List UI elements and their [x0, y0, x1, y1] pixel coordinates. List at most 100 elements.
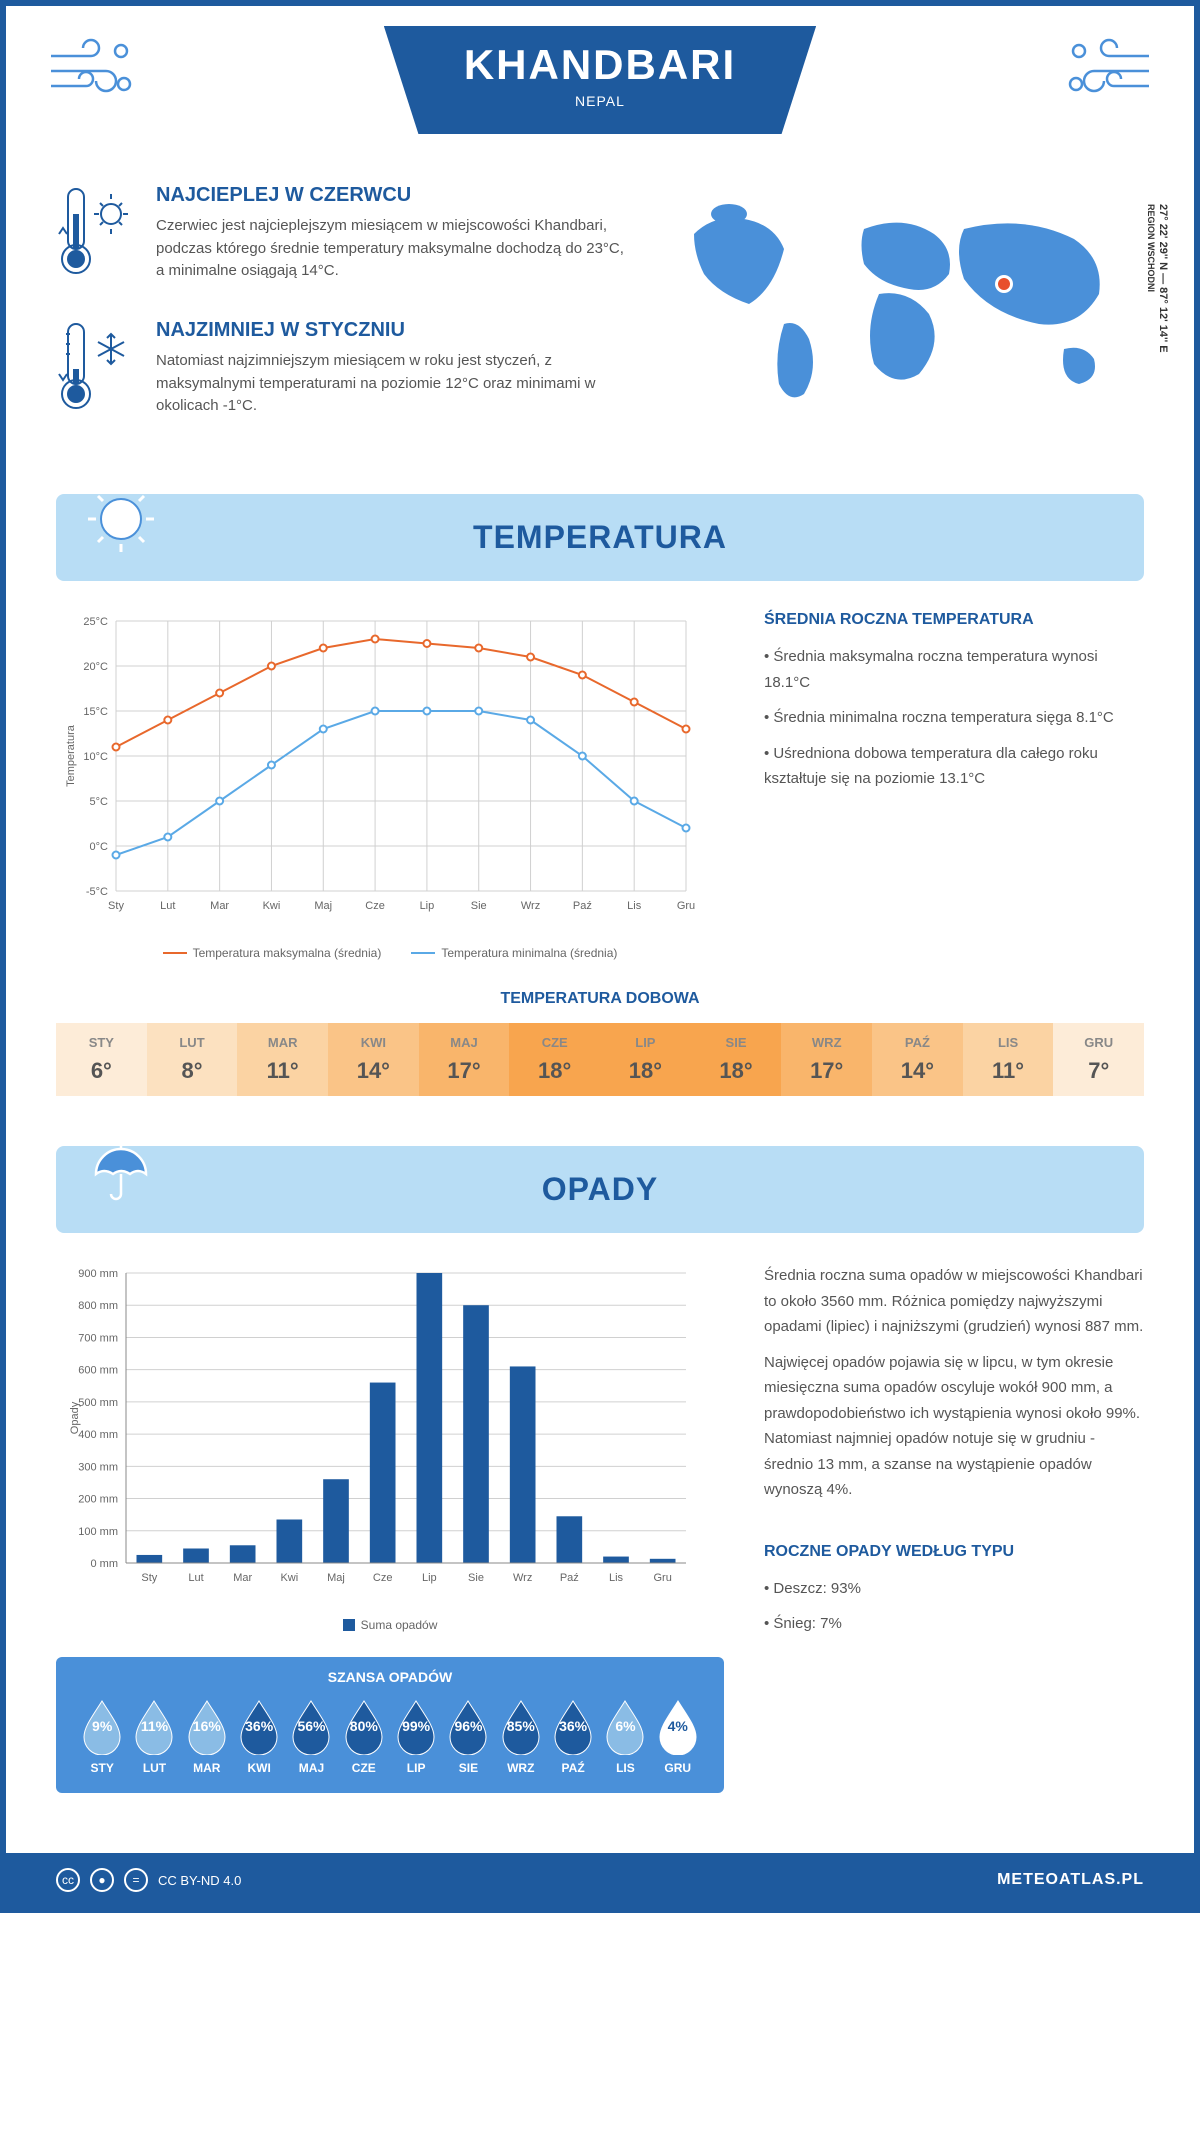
cc-icon: cc	[56, 1868, 80, 1892]
daily-temp-cell: WRZ17°	[781, 1023, 872, 1096]
coldest-text: Natomiast najzimniejszym miesiącem w rok…	[156, 350, 624, 418]
chance-drop: 99%LIP	[392, 1697, 440, 1775]
daily-temp-cell: MAJ17°	[419, 1023, 510, 1096]
country-name: NEPAL	[464, 93, 736, 109]
daily-temp-cell: CZE18°	[509, 1023, 600, 1096]
svg-text:15°C: 15°C	[83, 706, 108, 718]
svg-text:Maj: Maj	[314, 900, 332, 912]
svg-text:600 mm: 600 mm	[78, 1365, 118, 1377]
temp-info-point: • Średnia maksymalna roczna temperatura …	[764, 644, 1144, 695]
daily-temp-cell: PAŹ14°	[872, 1023, 963, 1096]
daily-temp-cell: STY6°	[56, 1023, 147, 1096]
svg-text:Sty: Sty	[141, 1572, 157, 1584]
svg-text:700 mm: 700 mm	[78, 1332, 118, 1344]
chance-drop: 9%STY	[78, 1697, 126, 1775]
coordinates: 27° 22' 29'' N — 87° 12' 14'' E REGION W…	[1145, 204, 1169, 353]
svg-text:Sie: Sie	[471, 900, 487, 912]
svg-text:500 mm: 500 mm	[78, 1397, 118, 1409]
svg-text:Lut: Lut	[160, 900, 175, 912]
header: KHANDBARI NEPAL	[6, 6, 1194, 184]
precipitation-title: OPADY	[96, 1171, 1104, 1208]
temp-info-point: • Średnia minimalna roczna temperatura s…	[764, 705, 1144, 731]
page-container: KHANDBARI NEPAL NAJCIEPLEJ W CZERWCU Cze…	[0, 0, 1200, 1913]
daily-temp-cell: GRU7°	[1053, 1023, 1144, 1096]
umbrella-icon	[86, 1136, 156, 1206]
daily-temp-table: STY6°LUT8°MAR11°KWI14°MAJ17°CZE18°LIP18°…	[56, 1023, 1144, 1096]
chance-title: SZANSA OPADÓW	[76, 1669, 704, 1685]
precip-para1: Średnia roczna suma opadów w miejscowośc…	[764, 1263, 1144, 1340]
title-banner: KHANDBARI NEPAL	[384, 26, 816, 134]
daily-temp-cell: KWI14°	[328, 1023, 419, 1096]
temperature-info: ŚREDNIA ROCZNA TEMPERATURA • Średnia mak…	[764, 611, 1144, 960]
site-name: METEOATLAS.PL	[997, 1871, 1144, 1889]
temp-info-point: • Uśredniona dobowa temperatura dla całe…	[764, 741, 1144, 792]
temp-legend: Temperatura maksymalna (średnia) Tempera…	[56, 946, 724, 960]
svg-text:25°C: 25°C	[83, 616, 108, 628]
svg-text:Cze: Cze	[373, 1572, 393, 1584]
wind-icon	[1064, 36, 1154, 118]
temperature-title: TEMPERATURA	[96, 519, 1104, 556]
daily-temp-title: TEMPERATURA DOBOWA	[56, 990, 1144, 1008]
svg-text:-5°C: -5°C	[86, 886, 108, 898]
warmest-fact: NAJCIEPLEJ W CZERWCU Czerwiec jest najci…	[56, 184, 624, 289]
svg-text:Paź: Paź	[573, 900, 592, 912]
svg-text:Maj: Maj	[327, 1572, 345, 1584]
precip-type-point: • Śnieg: 7%	[764, 1611, 1144, 1637]
svg-text:Opady: Opady	[69, 1401, 81, 1434]
chance-drop: 80%CZE	[340, 1697, 388, 1775]
svg-text:Kwi: Kwi	[280, 1572, 298, 1584]
svg-text:Lip: Lip	[422, 1572, 437, 1584]
svg-text:200 mm: 200 mm	[78, 1494, 118, 1506]
daily-temp-cell: MAR11°	[237, 1023, 328, 1096]
svg-text:Lut: Lut	[188, 1572, 203, 1584]
svg-text:Lip: Lip	[420, 900, 435, 912]
svg-text:5°C: 5°C	[90, 796, 109, 808]
svg-text:300 mm: 300 mm	[78, 1461, 118, 1473]
svg-text:Wrz: Wrz	[513, 1572, 532, 1584]
svg-text:0 mm: 0 mm	[91, 1558, 119, 1570]
temp-info-title: ŚREDNIA ROCZNA TEMPERATURA	[764, 611, 1144, 629]
precipitation-chart: 0 mm 100 mm 200 mm 300 mm 400 mm 500 mm 600 mm…	[56, 1263, 724, 1823]
world-map	[664, 184, 1144, 424]
temperature-banner: TEMPERATURA	[56, 494, 1144, 581]
svg-text:Temperatura: Temperatura	[65, 724, 77, 787]
svg-text:900 mm: 900 mm	[78, 1268, 118, 1280]
daily-temp-cell: LIS11°	[963, 1023, 1054, 1096]
svg-text:20°C: 20°C	[83, 661, 108, 673]
svg-text:Kwi: Kwi	[263, 900, 281, 912]
warmest-text: Czerwiec jest najcieplejszym miesiącem w…	[156, 215, 624, 283]
sun-icon	[86, 484, 156, 554]
nd-icon: =	[124, 1868, 148, 1892]
chance-drop: 36%KWI	[235, 1697, 283, 1775]
city-name: KHANDBARI	[464, 41, 736, 89]
temperature-chart: -5°C0°C5°C10°C15°C20°C25°CStyLutMarKwiMa…	[56, 611, 724, 960]
coldest-title: NAJZIMNIEJ W STYCZNIU	[156, 319, 624, 342]
svg-text:Sie: Sie	[468, 1572, 484, 1584]
svg-text:Gru: Gru	[677, 900, 695, 912]
chance-drop: 16%MAR	[183, 1697, 231, 1775]
svg-text:Mar: Mar	[233, 1572, 252, 1584]
svg-text:400 mm: 400 mm	[78, 1429, 118, 1441]
daily-temp-cell: LUT8°	[147, 1023, 238, 1096]
top-section: NAJCIEPLEJ W CZERWCU Czerwiec jest najci…	[56, 184, 1144, 454]
footer: cc ● = CC BY-ND 4.0 METEOATLAS.PL	[6, 1853, 1194, 1907]
wind-icon	[46, 36, 136, 118]
world-map-block: 27° 22' 29'' N — 87° 12' 14'' E REGION W…	[664, 184, 1144, 454]
chance-drop: 85%WRZ	[497, 1697, 545, 1775]
chance-drop: 6%LIS	[601, 1697, 649, 1775]
svg-text:Lis: Lis	[627, 900, 642, 912]
thermometer-sun-icon	[56, 184, 136, 289]
svg-text:Gru: Gru	[653, 1572, 671, 1584]
svg-text:Cze: Cze	[365, 900, 385, 912]
warmest-title: NAJCIEPLEJ W CZERWCU	[156, 184, 624, 207]
precipitation-info: Średnia roczna suma opadów w miejscowośc…	[764, 1263, 1144, 1823]
chance-drop: 36%PAŹ	[549, 1697, 597, 1775]
chance-drop: 11%LUT	[130, 1697, 178, 1775]
coldest-fact: NAJZIMNIEJ W STYCZNIU Natomiast najzimni…	[56, 319, 624, 424]
svg-text:100 mm: 100 mm	[78, 1526, 118, 1538]
svg-text:10°C: 10°C	[83, 751, 108, 763]
license-text: CC BY-ND 4.0	[158, 1873, 241, 1888]
precip-type-point: • Deszcz: 93%	[764, 1576, 1144, 1602]
chance-drop: 96%SIE	[444, 1697, 492, 1775]
location-marker	[998, 278, 1010, 290]
